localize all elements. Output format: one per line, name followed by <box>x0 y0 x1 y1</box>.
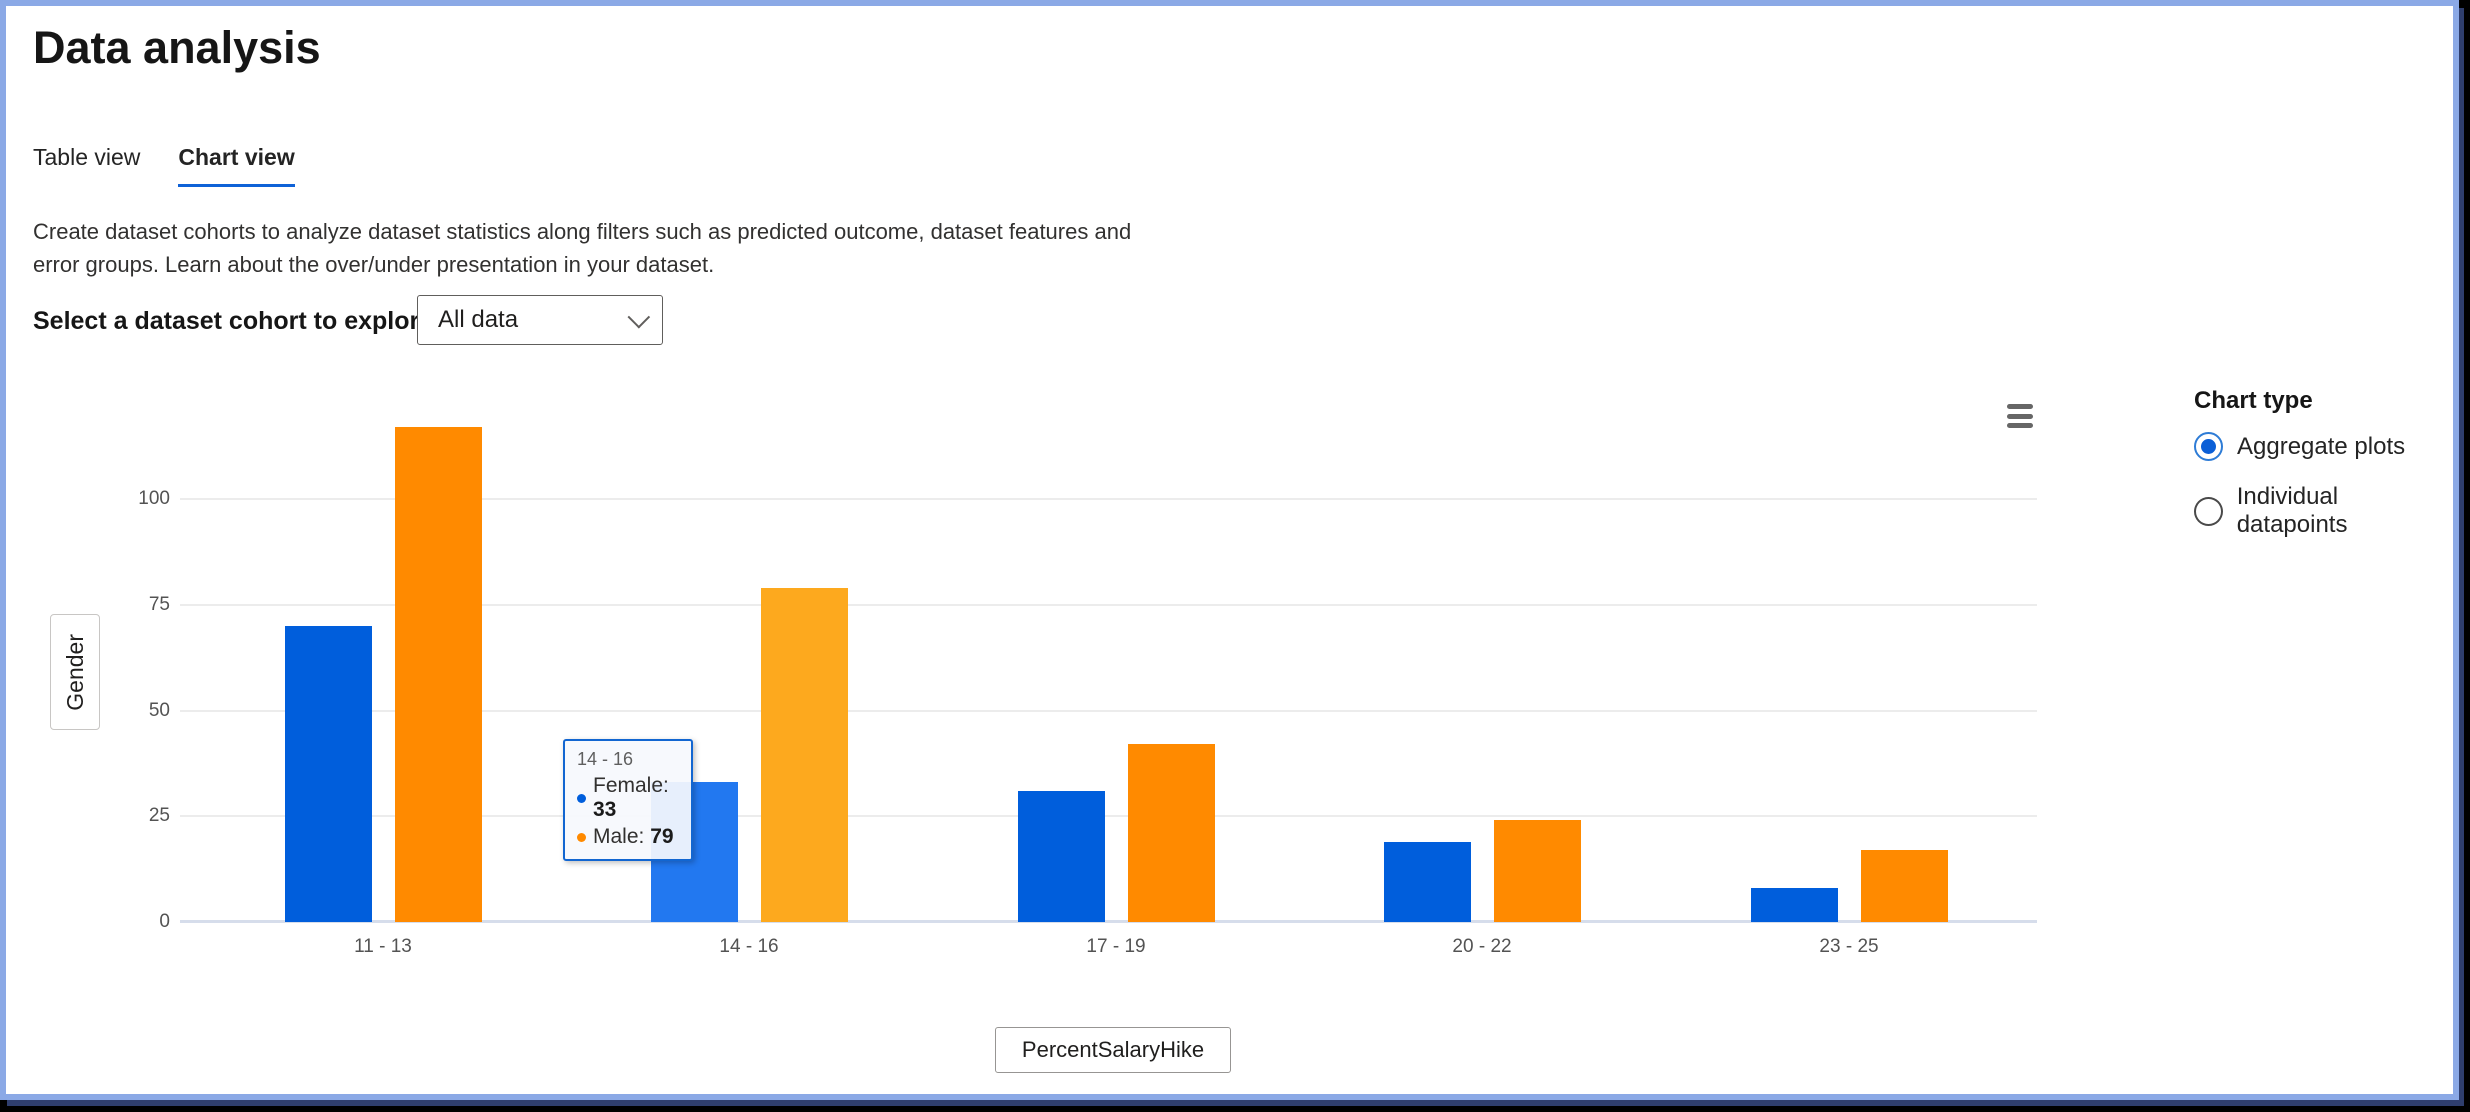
x-tick-label: 17 - 19 <box>1086 936 1146 957</box>
bar-male-14-16[interactable] <box>760 588 848 922</box>
bar-male-11-13[interactable] <box>394 427 482 922</box>
gridline <box>180 603 2037 606</box>
page-title: Data analysis <box>33 22 321 73</box>
y-axis-label: Gender <box>61 633 88 711</box>
radio-icon <box>2194 496 2223 526</box>
tooltip-row: Male: 79 <box>577 825 681 849</box>
radio-individual-datapoints[interactable]: Individual datapoints <box>2194 483 2453 539</box>
x-tick-label: 14 - 16 <box>719 936 779 957</box>
tooltip-header: 14 - 16 <box>577 749 634 769</box>
hamburger-menu-icon[interactable] <box>2007 404 2033 428</box>
chart-type-title: Chart type <box>2194 387 2313 414</box>
x-axis-line <box>180 920 2037 923</box>
bar-chart: 0 25 50 75 100 11 - 13 14 - 16 17 - 19 20 - 22 23… <box>6 386 2066 1086</box>
chevron-down-icon <box>627 305 651 329</box>
bar-female-20-22[interactable] <box>1383 842 1471 922</box>
bar-female-11-13[interactable] <box>284 626 372 922</box>
bar-female-23-25[interactable] <box>1750 888 1838 922</box>
description-text: Create dataset cohorts to analyze datase… <box>33 219 1132 277</box>
tooltip-row: Female: 33 <box>577 774 681 822</box>
x-tick-label: 23 - 25 <box>1819 936 1879 957</box>
gridline <box>180 498 2037 500</box>
x-axis-label-button[interactable]: PercentSalaryHike <box>995 1027 1231 1073</box>
cohort-dropdown-value: All data <box>438 306 519 333</box>
tab-table-view[interactable]: Table view <box>33 144 141 170</box>
y-tick-label: 50 <box>148 699 170 721</box>
gridline <box>180 709 2037 712</box>
tab-bar: Table view Chart view <box>33 144 295 187</box>
gridline <box>180 815 2037 818</box>
tab-chart-view[interactable]: Chart view <box>178 144 295 187</box>
series-dot-icon <box>577 832 586 842</box>
radio-aggregate-plots[interactable]: Aggregate plots <box>2194 432 2405 461</box>
cohort-selector-label: Select a dataset cohort to explore <box>33 307 434 335</box>
y-tick-label: 0 <box>159 911 170 932</box>
bar-male-20-22[interactable] <box>1493 820 1581 922</box>
bar-male-23-25[interactable] <box>1860 850 1948 922</box>
bar-female-17-19[interactable] <box>1017 791 1105 922</box>
x-tick-label: 11 - 13 <box>354 936 412 957</box>
x-tick-label: 20 - 22 <box>1452 936 1512 957</box>
bar-male-17-19[interactable] <box>1127 744 1215 922</box>
y-tick-label: 100 <box>138 488 170 509</box>
y-tick-label: 25 <box>148 805 170 827</box>
y-tick-label: 75 <box>148 593 170 615</box>
chart-tooltip: 14 - 16 Female: 33 Male: 79 <box>563 739 693 861</box>
cohort-dropdown[interactable]: All data <box>417 295 663 345</box>
radio-icon <box>2194 432 2223 461</box>
series-dot-icon <box>577 793 586 803</box>
y-axis-label-button[interactable]: Gender <box>50 614 100 730</box>
